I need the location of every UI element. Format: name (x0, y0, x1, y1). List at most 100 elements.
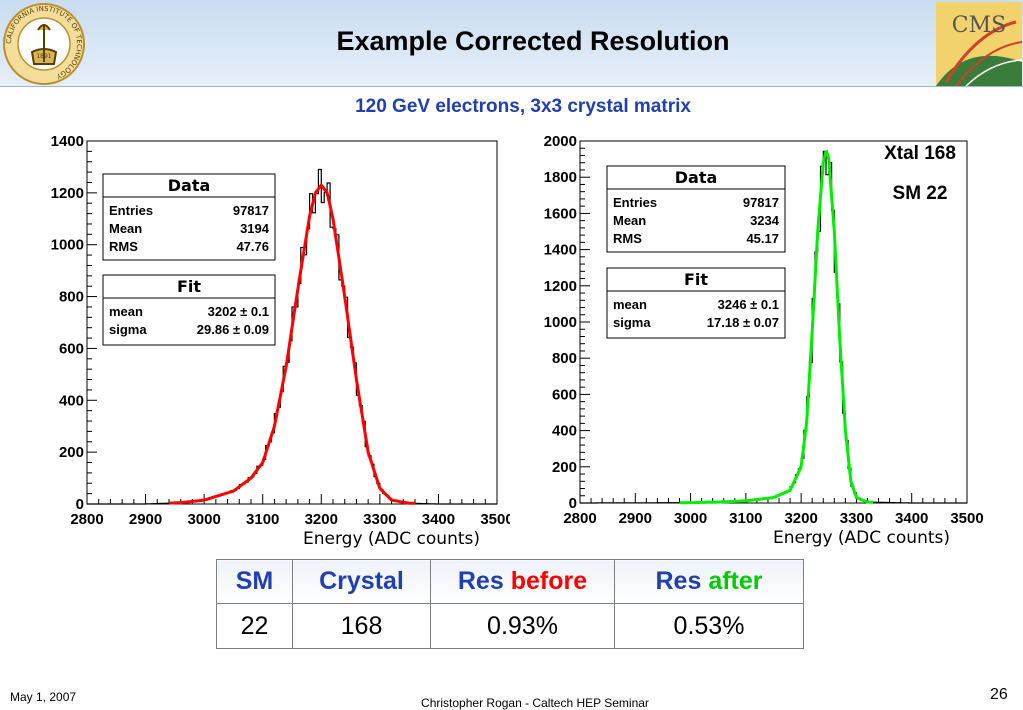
x-tick-label: 3100 (246, 511, 279, 528)
stats-row-value: 97817 (233, 203, 269, 218)
resolution-table: SM Crystal Res before Res after 22 168 0… (216, 559, 804, 649)
y-tick-label: 400 (59, 392, 84, 409)
histogram-left: 0 200 400 600 800 1000 1200 1400 2800 2900 3000 310… (51, 133, 510, 549)
y-tick-label: 800 (59, 289, 84, 306)
stats-row-label: sigma (613, 315, 651, 330)
fit-curve (169, 182, 416, 505)
cell-sm: 22 (216, 603, 293, 649)
x-tick-label: 2800 (70, 511, 103, 528)
y-tick-label: 1000 (51, 237, 84, 254)
x-tick-label: 3300 (840, 510, 873, 527)
stats-box-frame (102, 274, 276, 346)
stats-box-data: Data Entries 97817 Mean 3234 RMS 45.17 (606, 165, 786, 253)
stats-row-value: 17.18 ± 0.07 (707, 315, 779, 330)
chart-annotation: Xtal 168 (884, 143, 956, 164)
x-tick-label: 3500 (480, 511, 510, 528)
x-tick-label: 2900 (619, 510, 652, 527)
header-res-after: Res after (614, 559, 804, 604)
y-tick-label: 0 (569, 495, 577, 512)
y-tick-label: 200 (552, 459, 577, 476)
stats-box-header: Data (675, 168, 718, 187)
stats-row-value: 3246 ± 0.1 (718, 297, 779, 312)
y-tick-label: 1800 (544, 169, 577, 186)
stats-row-value: 29.86 ± 0.09 (197, 322, 269, 337)
y-tick-label: 600 (59, 340, 84, 357)
stats-row-label: Mean (613, 213, 646, 228)
y-tick-label: 1000 (544, 314, 577, 331)
x-tick-label: 3500 (950, 510, 983, 527)
stats-row-label: Entries (109, 203, 153, 218)
stats-box-fit: Fit mean 3246 ± 0.1 sigma 17.18 ± 0.07 (606, 267, 786, 339)
y-tick-label: 200 (59, 444, 84, 461)
x-axis-label: Energy (ADC counts) (773, 528, 950, 548)
page-number: 26 (990, 686, 1008, 703)
stats-row-label: RMS (109, 239, 138, 254)
stats-row-value: 45.17 (746, 231, 779, 246)
res-before-label: Res (457, 567, 504, 595)
y-tick-label: 800 (552, 350, 577, 367)
y-tick-label: 400 (552, 423, 577, 440)
stats-box-frame (102, 173, 276, 261)
header-res-before: Res before (430, 559, 615, 604)
slide-header: CALIFORNIA INSTITUTE OF TECHNOLOGY 1891 … (0, 0, 1023, 87)
stats-row-value: 3194 (240, 221, 270, 236)
stats-row-value: 47.76 (236, 239, 269, 254)
cell-res-before: 0.93% (430, 603, 615, 649)
x-tick-label: 3100 (729, 510, 762, 527)
x-tick-label: 3400 (422, 511, 455, 528)
slide-title: Example Corrected Resolution (336, 26, 730, 56)
seal-year: 1891 (36, 53, 51, 60)
before-label: before (510, 567, 588, 595)
header-sm: SM (216, 559, 293, 604)
after-label: after (708, 567, 763, 595)
header-crystal: Crystal (292, 559, 431, 604)
footer-date: May 1, 2007 (10, 690, 77, 704)
cms-logo: CMS (936, 2, 1022, 86)
y-tick-label: 2000 (544, 133, 577, 150)
stats-row-label: RMS (613, 231, 642, 246)
x-axis-label: Energy (ADC counts) (303, 529, 480, 549)
y-tick-label: 1600 (544, 205, 577, 222)
x-tick-label: 2900 (129, 511, 162, 528)
x-tick-label: 3300 (363, 511, 396, 528)
x-tick-label: 3000 (674, 510, 707, 527)
fit-curve (679, 149, 873, 505)
y-tick-label: 1400 (51, 133, 84, 150)
y-tick-label: 0 (76, 496, 84, 513)
stats-row-value: 3202 ± 0.1 (208, 304, 269, 319)
y-tick-label: 1400 (544, 242, 577, 259)
stats-row-label: Mean (109, 221, 142, 236)
stats-row-label: Entries (613, 195, 657, 210)
stats-row-value: 3234 (750, 213, 780, 228)
y-tick-label: 1200 (544, 278, 577, 295)
table-header-row: SM Crystal Res before Res after (216, 559, 804, 604)
stats-row-label: mean (109, 304, 143, 319)
cms-logo-text: CMS (952, 13, 1006, 38)
chart-annotation: SM 22 (893, 183, 948, 204)
stats-box-data: Data Entries 97817 Mean 3194 RMS 47.76 (102, 173, 276, 261)
slide-subtitle: 120 GeV electrons, 3x3 crystal matrix (355, 96, 691, 117)
histogram-right: 0 200 400 600 800 1000 1200 1400 1600 1800 2000 280… (544, 133, 984, 548)
stats-row-value: 97817 (743, 195, 779, 210)
stats-box-frame (606, 165, 786, 253)
x-tick-label: 3200 (305, 511, 338, 528)
stats-row-label: mean (613, 297, 647, 312)
y-tick-label: 1200 (51, 185, 84, 202)
cell-res-after: 0.53% (614, 603, 804, 649)
x-tick-label: 3400 (895, 510, 928, 527)
x-tick-label: 3200 (784, 510, 817, 527)
cell-crystal: 168 (292, 603, 431, 649)
x-tick-label: 3000 (187, 511, 220, 528)
x-tick-label: 2800 (563, 510, 596, 527)
table-row: 22 168 0.93% 0.53% (216, 603, 804, 649)
y-tick-label: 600 (552, 386, 577, 403)
stats-box-frame (606, 267, 786, 339)
stats-box-fit: Fit mean 3202 ± 0.1 sigma 29.86 ± 0.09 (102, 274, 276, 346)
stats-box-header: Fit (684, 270, 708, 289)
res-after-label: Res (655, 567, 702, 595)
caltech-seal-logo: CALIFORNIA INSTITUTE OF TECHNOLOGY 1891 (3, 3, 85, 85)
stats-row-label: sigma (109, 322, 147, 337)
footer-presenter: Christopher Rogan - Caltech HEP Seminar (421, 696, 649, 710)
stats-box-header: Data (168, 176, 211, 195)
stats-box-header: Fit (177, 277, 201, 296)
